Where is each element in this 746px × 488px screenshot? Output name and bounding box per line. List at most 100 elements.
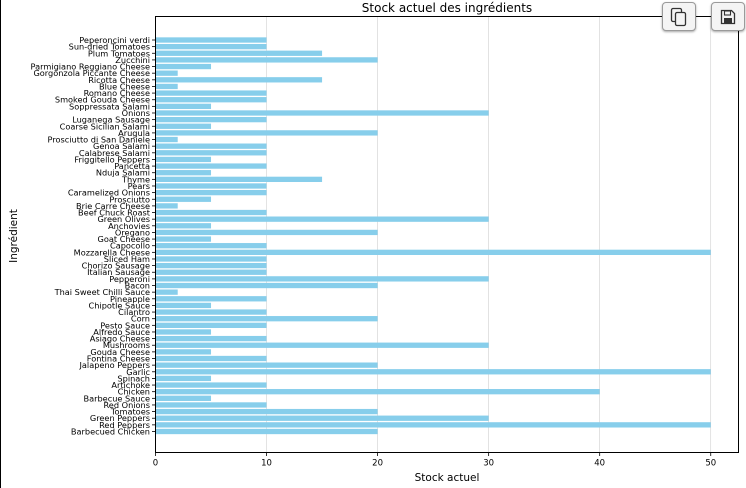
bar	[155, 50, 323, 56]
x-ticks: 0 10 20 30 40 50	[153, 452, 716, 469]
y-tick-label: Blue Cheese	[99, 81, 150, 91]
bar	[155, 236, 212, 242]
y-tick-label: Chipotle Sauce	[89, 300, 150, 310]
y-tick-label: Asiago Cheese	[90, 334, 150, 344]
bar	[155, 282, 378, 289]
y-tick-label: Luganega Sausage	[72, 115, 150, 125]
y-tick-label: Prosciutto	[109, 194, 150, 204]
bar	[155, 375, 212, 382]
x-tick-label: 0	[153, 459, 158, 469]
y-tick-label: Gouda Cheese	[90, 347, 150, 357]
y-tick-label: Calabrese Salami	[79, 148, 150, 158]
bar	[155, 150, 267, 156]
bar	[155, 103, 212, 110]
bar	[155, 262, 267, 269]
bar	[155, 402, 267, 408]
y-tick-label: Soppressata Salami	[69, 101, 150, 111]
bar	[155, 176, 323, 183]
y-tick-label: Goat Cheese	[98, 234, 150, 244]
y-tick-label: Chicken	[118, 387, 150, 397]
y-tick-label: Pancetta	[114, 161, 150, 171]
bar	[155, 316, 378, 322]
plot-frame	[155, 16, 739, 453]
bar	[155, 163, 267, 169]
y-tick-label: Gorgonzola Piccante Cheese	[33, 68, 150, 78]
save-button[interactable]	[711, 2, 745, 31]
x-tick-label: 40	[594, 459, 605, 469]
y-tick-label: Pesto Sauce	[100, 320, 150, 330]
bar	[155, 116, 267, 123]
bar	[155, 415, 489, 421]
y-tick-label: Red Peppers	[99, 420, 150, 430]
y-tick-label: Barbecue Sauce	[83, 393, 150, 403]
bar	[155, 322, 267, 328]
bar	[155, 362, 378, 368]
bar	[155, 156, 212, 163]
bar	[155, 223, 212, 229]
bar	[155, 349, 212, 355]
bar	[155, 342, 489, 348]
y-tick-label: Pears	[128, 181, 150, 191]
y-tick-label: Corn	[131, 314, 150, 324]
bar	[155, 408, 378, 415]
y-tick-label: Mushrooms	[103, 340, 150, 350]
y-tick-label: Thyme	[121, 174, 150, 184]
bar	[155, 77, 323, 83]
bar	[155, 276, 489, 282]
bar	[155, 97, 267, 103]
y-tick-label: Green Peppers	[90, 413, 150, 423]
y-tick-label: Friggitello Peppers	[74, 154, 150, 164]
y-tick-label: Mozzarella Cheese	[74, 247, 150, 257]
bar	[155, 355, 267, 362]
y-tick-label: Italian Sausage	[87, 267, 150, 277]
copy-button[interactable]	[662, 2, 696, 31]
y-tick-label: Barbecued Chicken	[71, 427, 150, 437]
y-tick-label: Sun-dried Tomatoes	[69, 42, 150, 52]
bar	[155, 256, 267, 262]
bar	[155, 296, 267, 302]
bar	[155, 43, 267, 50]
x-tick-label: 30	[483, 459, 494, 469]
bar	[155, 183, 267, 189]
bar	[155, 63, 212, 70]
y-tick-label: Brie Carre Cheese	[76, 201, 150, 211]
bar	[155, 189, 267, 196]
y-tick-label: Bacon	[125, 281, 150, 291]
save-icon	[720, 9, 736, 25]
bar	[155, 130, 378, 136]
y-tick-label: Garlic	[126, 367, 150, 377]
bar	[155, 229, 378, 236]
bar	[155, 136, 178, 143]
y-tick-label: Peperoncini verdi	[79, 35, 150, 45]
bar	[155, 123, 212, 129]
y-tick-label: Caramelized Onions	[68, 188, 150, 198]
bar	[155, 289, 178, 295]
y-tick-label: Zucchini	[115, 55, 150, 65]
y-axis-label: Ingrédient	[8, 209, 20, 263]
y-tick-label: Onions	[122, 108, 150, 118]
y-tick-label: Alfredo Sauce	[93, 327, 150, 337]
bar	[155, 143, 267, 149]
bar	[155, 389, 600, 395]
bar	[155, 329, 212, 335]
bar	[155, 170, 212, 176]
bar	[155, 302, 212, 309]
bar	[155, 209, 267, 216]
y-tick-label: Beef Chuck Roast	[78, 208, 151, 218]
y-tick-label: Artichoke	[111, 380, 150, 390]
y-tick-label: Parmigiano Reggiano Cheese	[31, 62, 150, 72]
bar	[155, 37, 267, 43]
y-tick-label: Cilantro	[118, 307, 150, 317]
y-tick-label: Smoked Gouda Cheese	[55, 95, 150, 105]
y-tick-label: Coarse Sicilian Salami	[60, 121, 150, 131]
y-tick-label: Green Olives	[97, 214, 150, 224]
y-tick-label: Jalapeno Peppers	[78, 360, 150, 370]
x-tick-label: 20	[372, 459, 383, 469]
bar	[155, 335, 267, 342]
y-tick-label: Spinach	[117, 373, 150, 383]
copy-icon	[670, 7, 688, 27]
y-tick-label: Oregano	[115, 227, 150, 237]
